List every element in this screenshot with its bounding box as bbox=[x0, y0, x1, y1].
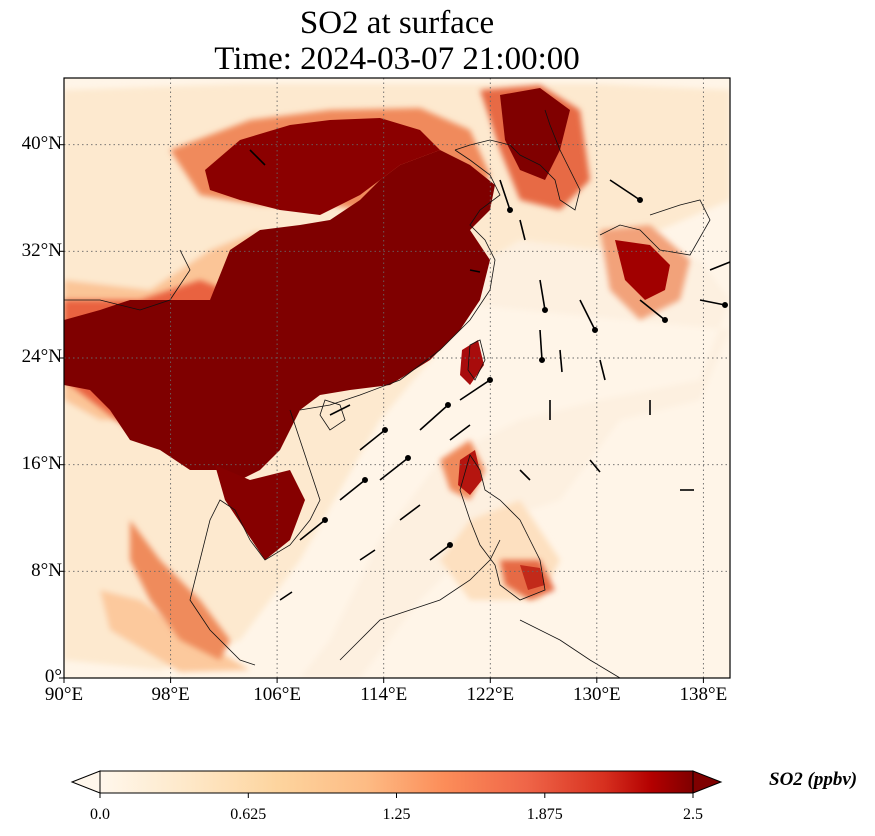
colorbar-tick-label: 1.25 bbox=[382, 806, 411, 823]
colorbar-tick-label: 2.5 bbox=[683, 806, 703, 823]
x-tick-label: 98°E bbox=[151, 684, 190, 705]
map-plot-area bbox=[64, 78, 730, 678]
map-frame bbox=[63, 77, 731, 679]
colorbar-low-extend bbox=[70, 770, 101, 794]
colorbar-tick-label: 1.875 bbox=[526, 806, 563, 823]
x-tick-label: 90°E bbox=[44, 684, 84, 705]
colorbar-gradient bbox=[99, 770, 694, 794]
y-tick-label: 0° bbox=[44, 666, 62, 687]
so2-high-field bbox=[64, 88, 670, 590]
x-tick-label: 114°E bbox=[360, 684, 408, 705]
y-tick-label: 24°N bbox=[21, 346, 62, 367]
gridlines bbox=[64, 78, 730, 678]
colorbar-label: SO2 (ppbv) bbox=[769, 769, 858, 790]
coastlines bbox=[64, 109, 711, 678]
y-tick-label: 8°N bbox=[31, 560, 62, 581]
y-tick-label: 40°N bbox=[21, 133, 62, 154]
y-tick-label: 16°N bbox=[21, 453, 62, 474]
wind-vectors bbox=[249, 149, 730, 601]
colorbar bbox=[70, 770, 723, 798]
axis-ticks bbox=[59, 144, 704, 683]
map-title: SO2 at surface bbox=[299, 5, 495, 41]
colorbar-tick-label: 0.0 bbox=[90, 806, 110, 823]
x-tick-label: 130°E bbox=[572, 684, 621, 705]
x-tick-label: 106°E bbox=[253, 684, 301, 705]
colorbar-high-extend bbox=[692, 770, 723, 794]
map-subtitle-time: Time: 2024-03-07 21:00:00 bbox=[214, 41, 580, 77]
y-tick-label: 32°N bbox=[21, 240, 62, 261]
x-tick-label: 138°E bbox=[679, 684, 728, 705]
colorbar-tick-label: 0.625 bbox=[230, 806, 267, 823]
x-tick-label: 122°E bbox=[466, 684, 515, 705]
